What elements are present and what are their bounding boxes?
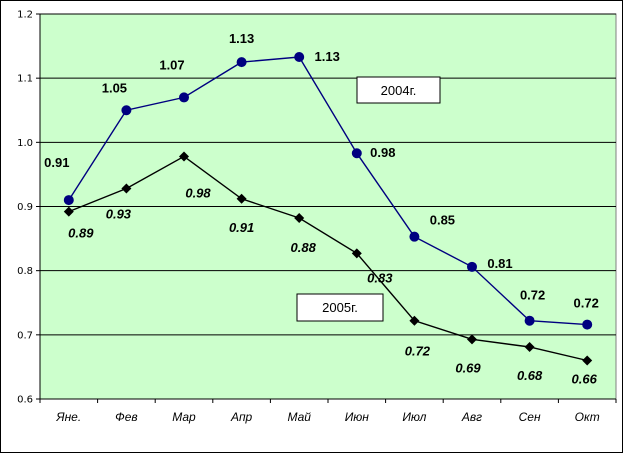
data-point [409, 315, 420, 326]
y-axis: 0.6 0.7 0.8 0.9 1.0 1.1 1.2 [17, 10, 41, 406]
y-tick-label: 0.8 [17, 266, 33, 277]
data-labels: 0.91 1.05 1.07 1.13 1.13 0.98 0.85 0.81 0.72 0.72… [44, 31, 599, 386]
data-point [121, 105, 132, 116]
legend-2005: 2005г. [296, 293, 384, 322]
y-tick-label: 1.2 [17, 10, 33, 21]
data-point [179, 151, 189, 162]
data-label: 0.98 [185, 185, 211, 200]
data-point [63, 195, 74, 206]
data-label: 0.91 [229, 220, 254, 235]
legend-2004-label: 2004г. [381, 83, 417, 98]
data-label: 0.81 [487, 256, 512, 271]
data-label: 0.83 [367, 270, 393, 285]
x-tick-label: Май [287, 410, 311, 424]
data-point [121, 183, 132, 194]
legend-2004: 2004г. [356, 76, 441, 104]
data-label: 0.72 [520, 288, 545, 303]
series-markers [63, 51, 593, 366]
data-label: 1.05 [102, 80, 127, 95]
data-point [524, 315, 535, 326]
data-point [467, 334, 477, 345]
legend-2005-box [296, 293, 384, 322]
data-label: 1.07 [159, 57, 184, 72]
data-label: 0.68 [517, 368, 543, 383]
x-axis: Яне. Фев Мар Апр Май Июн Июл Авг Сен Окт [39, 398, 617, 424]
data-point [351, 248, 362, 259]
x-tick-label: Апр [230, 410, 253, 424]
data-point [236, 193, 247, 204]
data-point [179, 92, 189, 103]
legend-2004-box [356, 76, 441, 104]
data-label: 0.89 [68, 226, 94, 241]
data-label: 0.66 [572, 372, 598, 387]
data-label: 0.98 [370, 145, 395, 160]
data-point [63, 206, 74, 217]
y-tick-label: 0.6 [17, 395, 33, 406]
x-tick-label: Мар [172, 410, 196, 424]
data-point [524, 342, 535, 353]
data-label: 0.91 [44, 155, 69, 170]
data-label: 0.69 [455, 360, 481, 375]
x-tick-label: Авг [461, 410, 482, 424]
legend-2005-label: 2005г. [322, 300, 358, 315]
x-tick-label: Июл [402, 410, 426, 424]
data-point [582, 355, 593, 366]
data-point [467, 261, 477, 272]
x-tick-label: Фев [115, 410, 137, 424]
data-point [236, 57, 247, 68]
data-point [294, 51, 305, 62]
data-label: 0.85 [430, 213, 455, 228]
series-line-1 [68, 155, 588, 362]
data-point [294, 213, 305, 224]
series-lines [68, 56, 588, 362]
series-line-0 [68, 56, 588, 326]
y-tick-label: 0.7 [17, 330, 33, 341]
y-tick-label: 1.0 [17, 138, 33, 149]
data-label: 1.13 [229, 31, 254, 46]
data-point [351, 148, 362, 159]
data-label: 0.72 [574, 296, 599, 311]
data-point [582, 319, 593, 330]
y-tick-label: 1.1 [17, 74, 33, 85]
data-label: 0.93 [106, 207, 132, 222]
x-tick-label: Сен [519, 410, 541, 424]
data-point [409, 231, 420, 242]
data-label: 1.13 [315, 49, 340, 64]
x-tick-label: Окт [575, 410, 600, 424]
y-tick-label: 0.9 [17, 202, 33, 213]
x-tick-label: Июн [345, 410, 370, 424]
x-tick-label: Яне. [55, 410, 81, 424]
data-label: 0.88 [291, 240, 317, 255]
gridlines [40, 13, 616, 336]
data-label: 0.72 [405, 344, 431, 359]
